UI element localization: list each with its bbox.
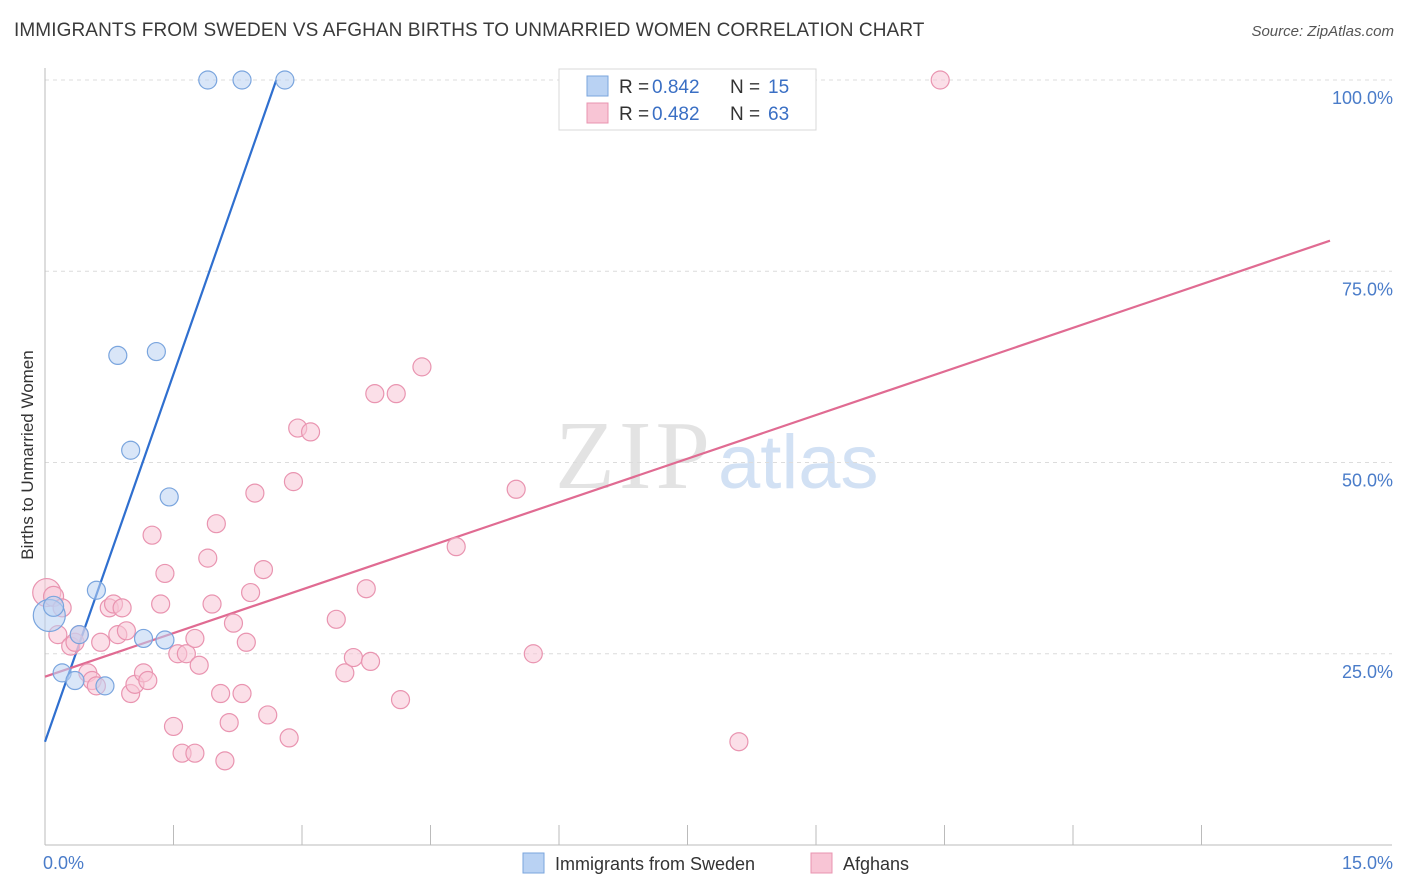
y-tick-label: 100.0% xyxy=(1332,88,1393,108)
sweden-point xyxy=(155,630,175,650)
afghans-point xyxy=(189,655,209,675)
afghans-point xyxy=(729,732,749,752)
bottom-legend-label-afghans: Afghans xyxy=(843,854,909,874)
legend-r-label-2: R = xyxy=(619,104,649,125)
afghans-point xyxy=(356,579,376,599)
afghans-point xyxy=(112,598,132,618)
afghans-point xyxy=(215,751,235,771)
afghans-point xyxy=(185,743,205,763)
sweden-point xyxy=(69,625,89,645)
afghans-point xyxy=(326,609,346,629)
source-label: Source: ZipAtlas.com xyxy=(1251,23,1394,40)
legend-n-label-2: N = xyxy=(730,104,760,125)
sweden-point xyxy=(95,676,115,696)
sweden-point xyxy=(275,70,295,90)
watermark-zip: ZIP xyxy=(555,402,714,510)
afghans-point xyxy=(236,632,256,652)
sweden-point xyxy=(133,628,154,649)
afghans-point xyxy=(185,628,205,649)
legend-n-label-1: N = xyxy=(730,77,760,98)
afghans-point xyxy=(232,683,252,704)
bottom-legend-swatch-afghans xyxy=(810,852,833,874)
sweden-point xyxy=(86,580,107,600)
afghans-point xyxy=(283,472,304,492)
afghans-point xyxy=(930,70,950,90)
afghans-point xyxy=(223,613,244,633)
sweden-point xyxy=(42,595,65,617)
sweden-point xyxy=(198,70,218,90)
afghans-point xyxy=(176,644,196,664)
afghans-point xyxy=(245,483,265,503)
afghans-point xyxy=(390,690,411,710)
afghans-point xyxy=(253,559,274,580)
afghans-point xyxy=(91,632,111,652)
afghans-point xyxy=(142,525,162,545)
afghans-point xyxy=(386,384,406,404)
sweden-point xyxy=(108,345,128,365)
afghans-point xyxy=(343,647,363,668)
y-axis-label: Births to Unmarried Women xyxy=(18,350,37,559)
afghans-trend-line xyxy=(44,239,1331,678)
axes xyxy=(44,68,1392,846)
sweden-point xyxy=(121,440,141,460)
afghans-point xyxy=(365,384,385,404)
afghans-point xyxy=(446,537,466,557)
afghans-point xyxy=(258,705,278,725)
afghans-point xyxy=(506,479,526,499)
y-tick-label: 25.0% xyxy=(1342,662,1393,682)
y-tick-label: 75.0% xyxy=(1342,279,1393,299)
legend-n-value-2: 63 xyxy=(768,104,789,125)
bottom-legend: Immigrants from Sweden Afghans xyxy=(522,852,909,874)
afghans-point xyxy=(206,514,226,534)
afghans-point xyxy=(138,670,158,691)
legend-swatch-blue xyxy=(586,75,609,97)
afghans-point xyxy=(211,683,231,704)
afghans-point xyxy=(360,651,381,672)
afghans-point xyxy=(412,357,432,377)
sweden-point xyxy=(65,670,85,691)
legend-n-value-1: 15 xyxy=(768,77,789,98)
afghans-point xyxy=(116,621,136,641)
x-tick-label-min: 0.0% xyxy=(43,853,84,873)
legend-r-value-2: 0.482 xyxy=(652,104,700,125)
sweden-point xyxy=(146,341,166,362)
afghans-point xyxy=(300,422,321,442)
tick-labels: 25.0% 50.0% 75.0% 100.0% 0.0% 15.0% xyxy=(43,88,1393,873)
sweden-point xyxy=(232,70,252,90)
afghans-point xyxy=(219,712,239,733)
afghans-point xyxy=(151,594,171,614)
legend-r-value-1: 0.842 xyxy=(652,77,700,98)
sweden-point xyxy=(159,487,179,507)
y-tick-label: 50.0% xyxy=(1342,471,1393,491)
data-points xyxy=(32,70,950,771)
chart-title: IMMIGRANTS FROM SWEDEN VS AFGHAN BIRTHS … xyxy=(14,20,925,41)
afghans-point xyxy=(241,582,261,603)
afghans-point xyxy=(335,663,355,683)
afghans-point xyxy=(155,563,175,584)
afghans-point xyxy=(523,644,543,664)
bottom-legend-swatch-sweden xyxy=(522,852,545,874)
x-tick-label-max: 15.0% xyxy=(1342,853,1393,873)
top-legend: R = 0.842 N = 15 R = 0.482 N = 63 xyxy=(558,68,817,131)
legend-r-label-1: R = xyxy=(619,77,649,98)
afghans-point xyxy=(279,728,299,748)
afghans-point xyxy=(163,716,184,737)
legend-swatch-pink xyxy=(586,102,609,124)
afghans-point xyxy=(202,594,222,614)
afghans-point xyxy=(198,548,218,568)
bottom-legend-label-sweden: Immigrants from Sweden xyxy=(555,854,755,874)
